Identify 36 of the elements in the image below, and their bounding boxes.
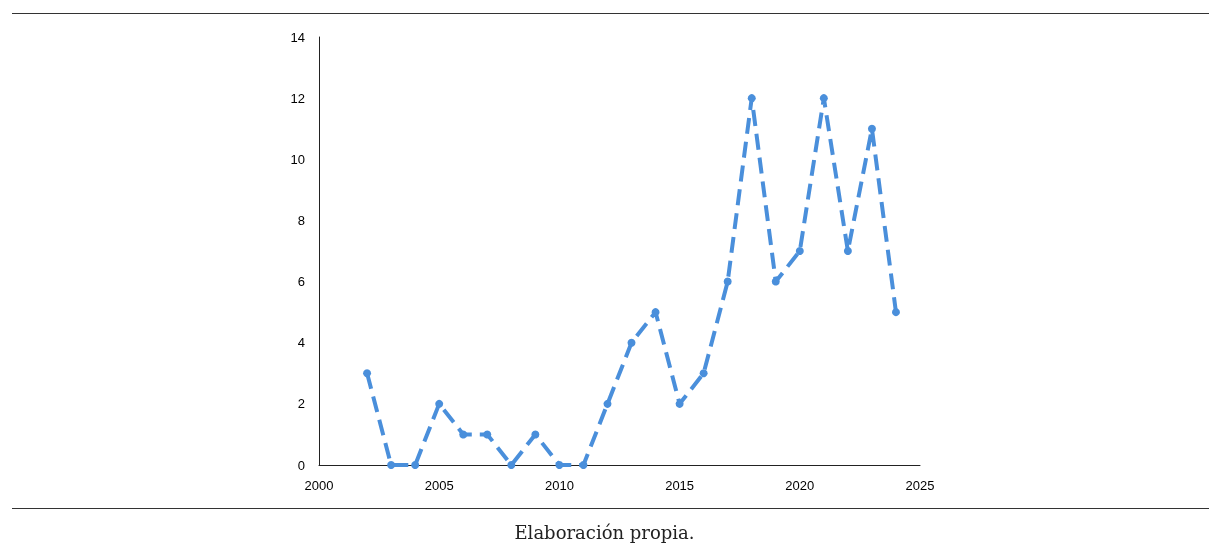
point (435, 399, 444, 408)
point (723, 277, 732, 286)
point (843, 247, 852, 255)
x-tick-label: 2015 (665, 478, 695, 493)
y-tick-label: 4 (297, 335, 305, 351)
x-tick-label: 2005 (424, 478, 454, 493)
point (891, 308, 900, 317)
x-tick-label: 2000 (304, 478, 334, 493)
x-tick-label: 2020 (785, 478, 815, 493)
point (819, 94, 828, 103)
point (363, 369, 372, 378)
point (555, 461, 564, 469)
y-tick-label: 2 (297, 396, 305, 412)
y-tick-label: 6 (297, 274, 305, 290)
point (531, 430, 540, 439)
text: Elaboración propia. (513, 522, 696, 543)
point (867, 124, 876, 133)
point (771, 277, 780, 286)
y-tick-label: 14 (290, 29, 305, 45)
y-tick-label: 0 (297, 457, 305, 473)
y-tick-label: 12 (290, 90, 305, 106)
point (459, 430, 468, 439)
point (603, 399, 612, 408)
point (411, 461, 420, 469)
x-tick-label: 2025 (905, 478, 935, 493)
point (387, 461, 396, 469)
point (795, 247, 804, 255)
y-tick-label: 8 (297, 212, 305, 228)
point (747, 94, 756, 103)
point (579, 461, 588, 469)
point (483, 430, 492, 439)
point (627, 338, 636, 347)
x-tick-label: 2010 (544, 478, 574, 493)
y-tick-label: 10 (290, 151, 305, 167)
point (507, 461, 516, 469)
point (699, 369, 708, 378)
